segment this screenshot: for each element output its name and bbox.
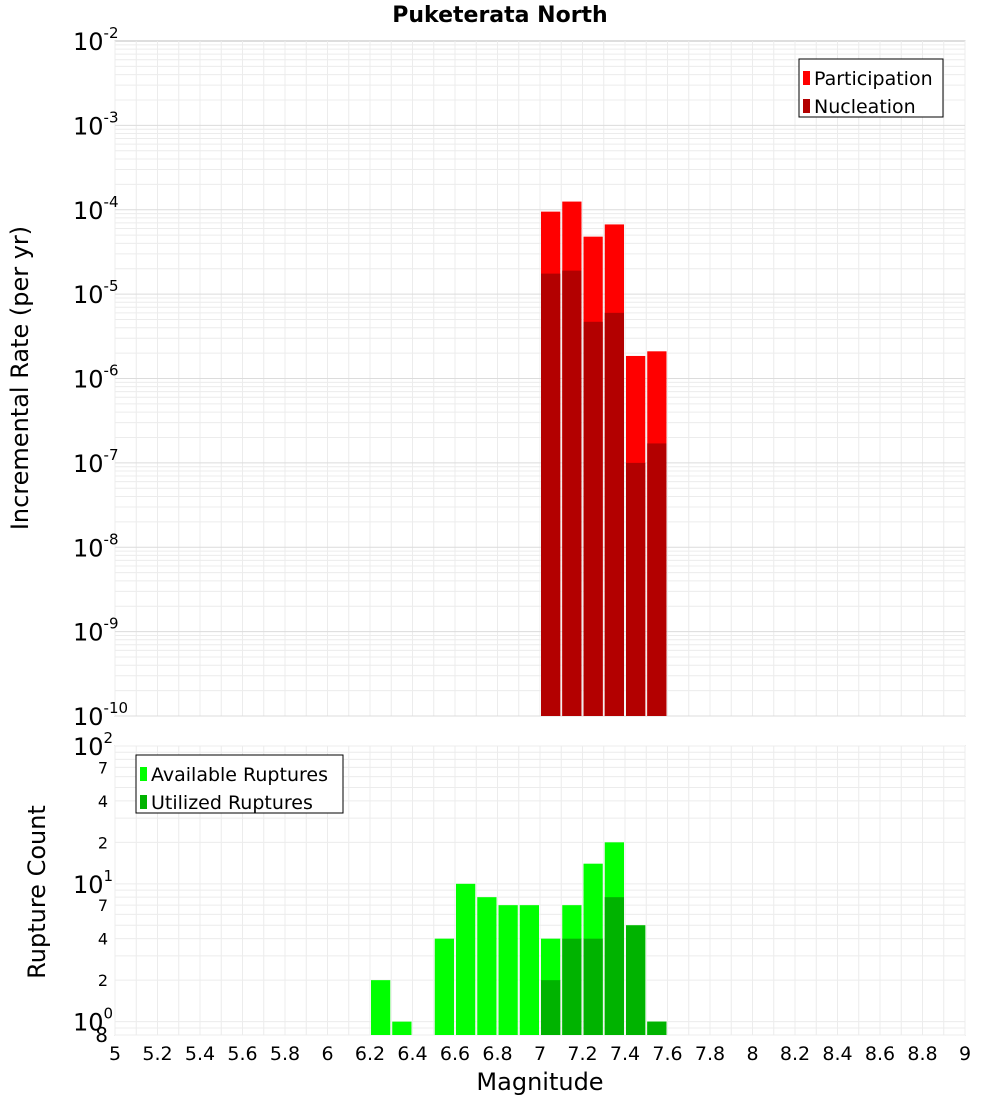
x-tick-label: 7.6 — [652, 1043, 682, 1065]
nucleation-bar — [583, 321, 603, 716]
x-tick-label: 5.6 — [227, 1043, 257, 1065]
y-tick-label: 100 — [73, 1005, 113, 1037]
y-tick-label-minor: 7 — [98, 896, 108, 915]
bottom-grid — [114, 745, 966, 1036]
x-tick-label: 9 — [959, 1043, 971, 1065]
bottom-bars — [371, 842, 667, 1035]
x-tick-label: 5.4 — [185, 1043, 215, 1065]
y-tick-label: 101 — [73, 867, 113, 899]
y-tick-label: 10-9 — [73, 615, 119, 647]
y-tick-label-minor: 2 — [98, 833, 108, 852]
nucleation-bar — [647, 443, 667, 716]
x-tick-label: 8.2 — [780, 1043, 810, 1065]
nucleation-bar — [604, 312, 624, 716]
y-tick-label-minor: 4 — [98, 930, 108, 949]
x-tick-label: 7.2 — [567, 1043, 597, 1065]
legend-label: Available Ruptures — [151, 764, 328, 786]
nucleation-bar — [626, 462, 646, 716]
y-tick-label-minor: 7 — [98, 758, 108, 777]
y-tick-label: 10-7 — [73, 446, 119, 478]
available-ruptures-bar — [371, 980, 391, 1035]
x-tick-label: 8.6 — [865, 1043, 895, 1065]
utilized-ruptures-bar — [604, 897, 624, 1035]
legend-box — [135, 754, 344, 814]
available-ruptures-bar — [392, 1021, 412, 1035]
y-tick-label-minor: 8 — [95, 1023, 108, 1047]
x-tick-label: 6.4 — [397, 1043, 427, 1065]
y-tick-label: 10-2 — [73, 24, 119, 56]
incremental-rate-panel: 10-2 10-3 10-4 10-5 10-6 10-7 10-8 10-9 10-10 In… — [6, 24, 966, 731]
x-tick-label: 5 — [109, 1043, 121, 1065]
x-tick-label: 7 — [534, 1043, 546, 1065]
utilized-ruptures-bar — [541, 980, 561, 1035]
utilized-ruptures-swatch — [140, 795, 147, 809]
x-tick-labels: 5 5.2 5.4 5.6 5.8 6 6.2 6.4 6.6 6.8 7 7.2 7.4 7.6 7.8 8… — [109, 1043, 971, 1065]
x-axis-title: Magnitude — [476, 1068, 603, 1096]
utilized-ruptures-bar — [583, 938, 603, 1035]
available-ruptures-bar — [498, 905, 518, 1035]
top-grid — [114, 41, 966, 717]
top-legend: Participation Nucleation — [798, 58, 944, 118]
y-tick-label: 102 — [73, 729, 113, 761]
x-tick-label: 6.6 — [440, 1043, 470, 1065]
x-tick-label: 6.8 — [482, 1043, 512, 1065]
available-ruptures-bar — [456, 883, 476, 1035]
bottom-legend: Available Ruptures Utilized Ruptures — [135, 754, 344, 814]
y-tick-label-minor: 2 — [98, 971, 108, 990]
x-tick-label: 7.4 — [610, 1043, 640, 1065]
top-bars — [541, 201, 667, 717]
y-tick-label: 10-3 — [73, 108, 119, 140]
available-ruptures-bar — [477, 897, 497, 1035]
participation-swatch — [803, 71, 810, 85]
top-y-axis-title: Incremental Rate (per yr) — [6, 226, 34, 530]
legend-label: Nucleation — [814, 96, 916, 118]
bottom-y-axis-title: Rupture Count — [23, 805, 51, 979]
legend-label: Utilized Ruptures — [151, 792, 313, 814]
y-tick-label: 10-4 — [73, 193, 119, 225]
x-tick-label: 5.2 — [142, 1043, 172, 1065]
legend-box — [798, 58, 944, 118]
x-tick-label: 6.2 — [355, 1043, 385, 1065]
x-tick-label: 8.4 — [822, 1043, 852, 1065]
rupture-count-panel: 102 101 100 7 4 2 7 4 2 8 Rupture Count Available… — [23, 729, 966, 1047]
y-tick-label: 10-10 — [73, 699, 128, 731]
nucleation-bar — [541, 273, 561, 716]
top-y-tick-labels: 10-2 10-3 10-4 10-5 10-6 10-7 10-8 10-9 10-10 — [73, 24, 128, 731]
available-ruptures-bar — [434, 938, 454, 1035]
nucleation-swatch — [803, 99, 810, 113]
legend-label: Participation — [814, 68, 933, 90]
y-tick-label-minor: 4 — [98, 792, 108, 811]
utilized-ruptures-bar — [647, 1021, 667, 1035]
available-ruptures-bar — [519, 905, 539, 1035]
utilized-ruptures-bar — [626, 925, 646, 1035]
y-tick-label: 10-6 — [73, 362, 119, 394]
x-tick-label: 6 — [321, 1043, 333, 1065]
y-tick-label: 10-8 — [73, 530, 119, 562]
y-tick-label: 10-5 — [73, 277, 119, 309]
utilized-ruptures-bar — [562, 938, 582, 1035]
available-ruptures-swatch — [140, 767, 147, 781]
x-tick-label: 8 — [746, 1043, 758, 1065]
chart-title: Puketerata North — [392, 3, 607, 28]
x-tick-label: 7.8 — [695, 1043, 725, 1065]
nucleation-bar — [562, 270, 582, 716]
x-tick-label: 8.8 — [907, 1043, 937, 1065]
bottom-y-tick-labels: 102 101 100 7 4 2 7 4 2 8 — [73, 729, 113, 1047]
x-tick-label: 5.8 — [270, 1043, 300, 1065]
